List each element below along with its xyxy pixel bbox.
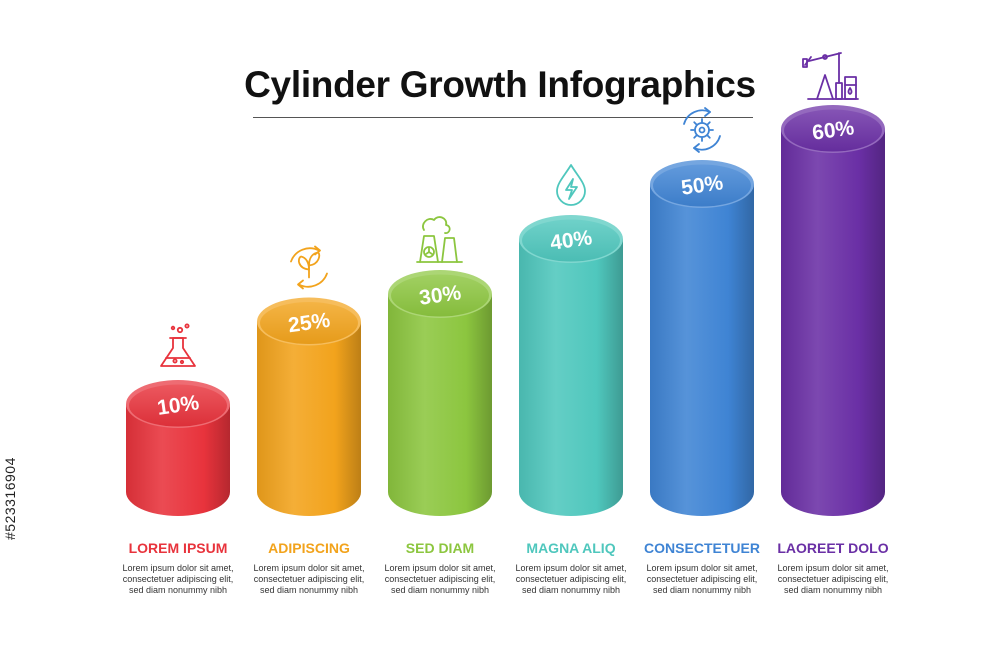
category-label-5: CONSECTETUER [644, 540, 760, 556]
bar-5 [650, 184, 754, 516]
page-title: Cylinder Growth Infographics [244, 64, 756, 105]
category-description-2: Lorem ipsum dolor sit amet, consectetuer … [224, 563, 394, 596]
description-line: consectetuer adipiscing elit, [253, 574, 365, 584]
bar-top-5 [653, 164, 751, 207]
bar-1 [126, 404, 230, 516]
flask-icon [160, 323, 196, 367]
description-line: Lorem ipsum dolor sit amet, [646, 563, 758, 573]
description-line: sed diam nonummy nibh [652, 585, 752, 595]
category-label-2: ADIPISCING [268, 540, 350, 556]
description-line: sed diam nonummy nibh [128, 585, 228, 595]
bar-top-3 [391, 274, 489, 317]
bar-4 [519, 239, 623, 516]
description-line: sed diam nonummy nibh [783, 585, 883, 595]
description-line: consectetuer adipiscing elit, [646, 574, 758, 584]
description-line: sed diam nonummy nibh [521, 585, 621, 595]
gear-cycle-icon [683, 107, 721, 153]
category-description-5: Lorem ipsum dolor sit amet, consectetuer … [617, 563, 787, 596]
title-divider [253, 117, 753, 118]
description-line: consectetuer adipiscing elit, [515, 574, 627, 584]
category-description-3: Lorem ipsum dolor sit amet, consectetuer … [355, 563, 525, 596]
description-line: Lorem ipsum dolor sit amet, [253, 563, 365, 573]
bar-top-6 [784, 109, 882, 152]
nuclear-plant-icon [416, 216, 463, 263]
description-line: consectetuer adipiscing elit, [122, 574, 234, 584]
description-line: Lorem ipsum dolor sit amet, [384, 563, 496, 573]
category-description-4: Lorem ipsum dolor sit amet, consectetuer … [486, 563, 656, 596]
category-label-3: SED DIAM [405, 540, 475, 556]
bar-top-4 [522, 219, 620, 262]
water-energy-icon [556, 164, 586, 206]
bar-2 [257, 321, 361, 516]
bar-top-1 [129, 384, 227, 427]
description-line: sed diam nonummy nibh [259, 585, 359, 595]
category-label-6: LAOREET DOLO [777, 540, 889, 556]
category-label-4: MAGNA ALIQ [526, 540, 616, 556]
category-description-1: Lorem ipsum dolor sit amet, consectetuer … [93, 563, 263, 596]
description-line: Lorem ipsum dolor sit amet, [777, 563, 889, 573]
oil-pump-icon [802, 52, 859, 100]
bar-6 [781, 129, 885, 516]
description-line: consectetuer adipiscing elit, [777, 574, 889, 584]
bar-3 [388, 294, 492, 516]
description-line: Lorem ipsum dolor sit amet, [122, 563, 234, 573]
description-line: Lorem ipsum dolor sit amet, [515, 563, 627, 573]
recycle-leaf-icon [290, 245, 328, 290]
category-label-1: LOREM IPSUM [128, 540, 228, 556]
description-line: consectetuer adipiscing elit, [384, 574, 496, 584]
stock-id: #523316904 [2, 457, 18, 540]
bar-top-2 [260, 302, 358, 344]
category-description-6: Lorem ipsum dolor sit amet, consectetuer … [748, 563, 918, 596]
description-line: sed diam nonummy nibh [390, 585, 490, 595]
